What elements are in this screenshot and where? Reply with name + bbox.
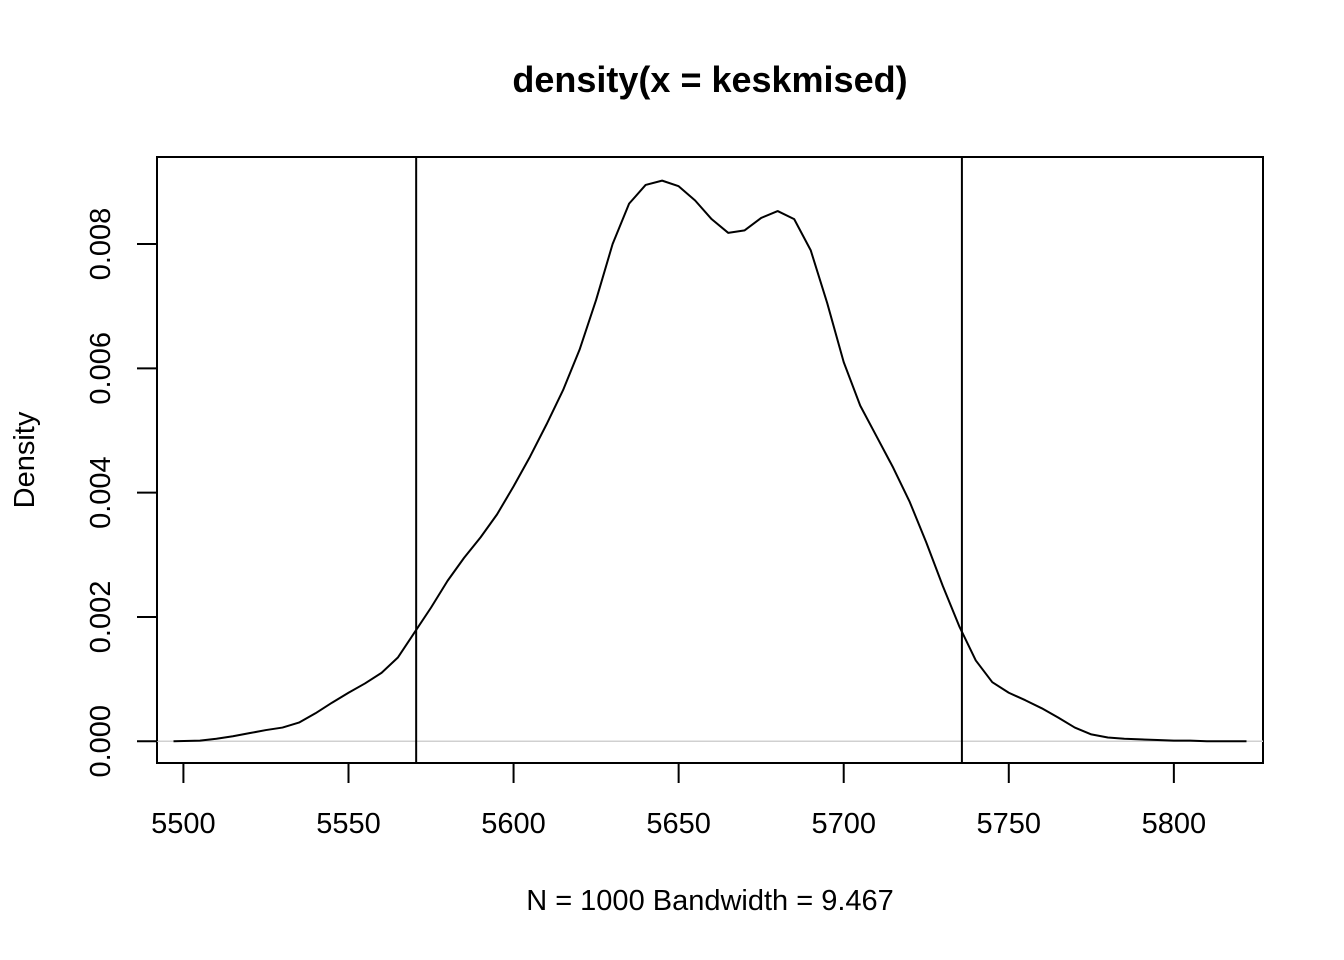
- x-tick-label: 5700: [811, 808, 876, 840]
- x-tick-label: 5500: [151, 808, 216, 840]
- y-axis-label: Density: [9, 411, 41, 508]
- y-tick-label: 0.002: [85, 581, 117, 654]
- reference-lines: [415, 157, 963, 763]
- y-tick-label: 0.006: [85, 332, 117, 405]
- x-tick-label: 5550: [316, 808, 381, 840]
- y-tick-label: 0.004: [85, 456, 117, 529]
- y-axis: 0.000 0.002 0.004 0.006 0.008: [85, 208, 158, 778]
- y-tick-label: 0.008: [85, 208, 117, 281]
- x-tick-label: 5800: [1142, 808, 1207, 840]
- y-tick-label: 0.000: [85, 705, 117, 778]
- x-tick-label: 5600: [481, 808, 546, 840]
- x-tick-label: 5750: [977, 808, 1042, 840]
- density-curve: [173, 179, 1247, 743]
- x-axis-label: N = 1000 Bandwidth = 9.467: [526, 885, 894, 917]
- x-axis: 5500 5550 5600 5650 5700 5750 5800: [151, 762, 1207, 840]
- chart-title: density(x = keskmised): [512, 59, 907, 100]
- x-tick-label: 5650: [646, 808, 711, 840]
- plot-frame: [156, 156, 1264, 764]
- density-series: [173, 179, 1247, 743]
